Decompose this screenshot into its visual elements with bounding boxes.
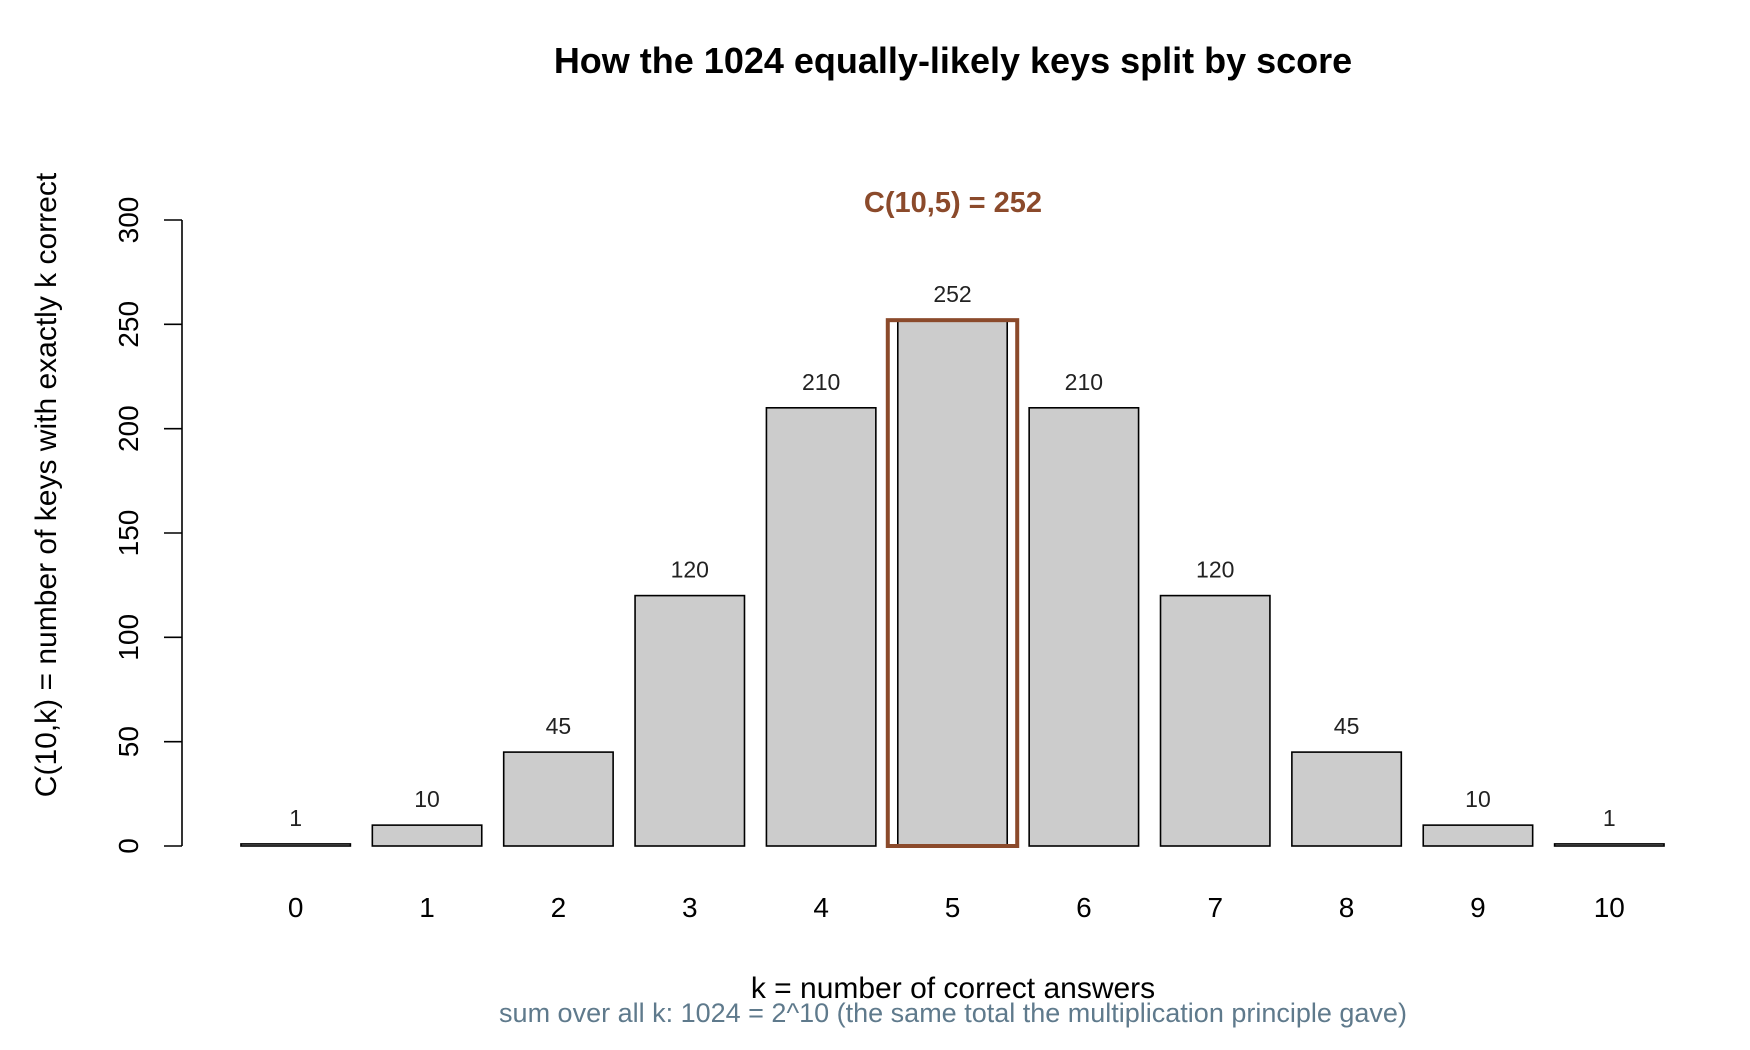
- bar: [240, 843, 352, 847]
- bar-value-label: 1: [289, 805, 302, 831]
- bar: [1291, 751, 1403, 847]
- bar-value-label: 120: [671, 557, 709, 583]
- bar-value-label: 252: [933, 281, 971, 307]
- bar: [896, 319, 1009, 847]
- y-tick-label: 0: [113, 838, 144, 854]
- y-tick-label: 50: [113, 726, 144, 757]
- x-tick-label: 0: [288, 892, 304, 923]
- y-tick-label: 100: [113, 614, 144, 661]
- y-tick-label: 200: [113, 405, 144, 452]
- x-axis-label: k = number of correct answers: [751, 972, 1155, 1005]
- bar: [371, 824, 483, 847]
- y-tick-label: 150: [113, 510, 144, 557]
- highlight-annotation: C(10,5) = 252: [864, 187, 1042, 219]
- x-tick-label: 8: [1339, 892, 1355, 923]
- bar: [1422, 824, 1534, 847]
- y-tick-label: 250: [113, 301, 144, 348]
- bars: [240, 319, 1665, 847]
- highlight-frame: [885, 318, 1020, 849]
- x-tick-label: 6: [1076, 892, 1092, 923]
- highlight-group: [885, 318, 1020, 849]
- chart-title: How the 1024 equally-likely keys split b…: [554, 40, 1352, 81]
- bar-value-label: 120: [1196, 557, 1234, 583]
- footnote: sum over all k: 1024 = 2^10 (the same to…: [499, 998, 1407, 1028]
- bar-value-label: 1: [1603, 805, 1616, 831]
- y-axis: 0 50 100 150 200 250 300: [113, 197, 183, 854]
- x-tick-label: 5: [945, 892, 961, 923]
- x-tick-label: 3: [682, 892, 698, 923]
- bar: [1028, 406, 1140, 847]
- bar-value-label: 10: [1465, 786, 1491, 812]
- bar-value-label: 210: [802, 369, 840, 395]
- bar: [634, 594, 746, 847]
- y-axis-label: C(10,k) = number of keys with exactly k …: [30, 172, 63, 797]
- x-tick-label: 2: [551, 892, 567, 923]
- x-tick-label: 1: [419, 892, 435, 923]
- x-tick-label: 9: [1470, 892, 1486, 923]
- bar: [765, 406, 877, 847]
- bar-value-label: 45: [546, 713, 572, 739]
- bar-value-label: 10: [414, 786, 440, 812]
- x-tick-label: 7: [1207, 892, 1223, 923]
- bar: [502, 751, 614, 847]
- bar: [1553, 843, 1665, 847]
- bar-value-label: 45: [1334, 713, 1360, 739]
- x-axis-tick-labels: 0 1 2 3 4 5 6 7 8 9 10: [288, 892, 1625, 923]
- y-tick-label: 300: [113, 197, 144, 244]
- bar: [1159, 594, 1271, 847]
- bar-value-label: 210: [1065, 369, 1103, 395]
- x-tick-label: 4: [813, 892, 829, 923]
- bar-value-labels: 1 10 45 120 210 252 210 120 45 10 1: [289, 281, 1615, 831]
- x-tick-label: 10: [1594, 892, 1625, 923]
